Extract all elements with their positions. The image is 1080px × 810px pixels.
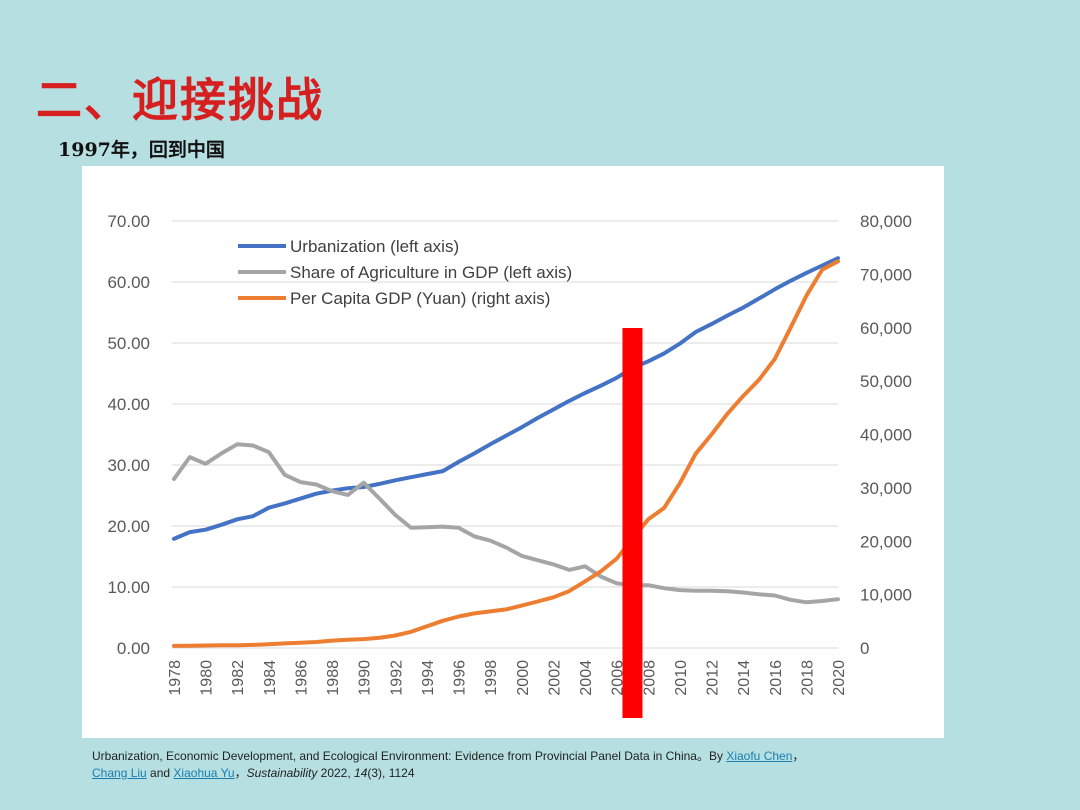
citation-issue-pages: (3), 1124	[367, 766, 415, 780]
x-axis-tick-label: 1998	[483, 660, 500, 696]
x-axis-tick-label: 1986	[293, 660, 310, 696]
x-axis-tick-label: 1984	[262, 660, 279, 696]
agriculture-share-line	[172, 442, 840, 605]
left-axis-tick-label: 50.00	[107, 334, 150, 353]
chart-panel: 0.00 10.00 20.00 30.00 40.00 50.00 60.00 70.00 0…	[82, 166, 944, 738]
citation-and: and	[146, 766, 174, 780]
x-axis-tick-label: 2000	[515, 660, 532, 696]
x-axis-tick-label: 1990	[357, 660, 374, 696]
right-axis-tick-label: 10,000	[860, 586, 912, 605]
x-axis-tick-label: 2016	[768, 660, 785, 696]
author-link-chang-liu[interactable]: Chang Liu	[92, 766, 147, 780]
citation-separator: ，	[792, 749, 805, 763]
urbanization-line	[172, 256, 840, 541]
right-axis-tick-label: 30,000	[860, 479, 912, 498]
right-axis-tick-label: 80,000	[860, 212, 912, 231]
x-axis-tick-label: 1992	[388, 660, 405, 696]
x-axis-tick-label: 1996	[452, 660, 469, 696]
left-axis-tick-label: 0.00	[117, 639, 150, 658]
x-axis-tick-label: 2002	[546, 660, 563, 696]
left-axis-tick-label: 10.00	[107, 578, 150, 597]
author-link-xiaofu-chen[interactable]: Xiaofu Chen	[726, 749, 793, 763]
x-axis-tick-label: 1978	[167, 660, 184, 696]
line-chart: 0.00 10.00 20.00 30.00 40.00 50.00 60.00 70.00 0…	[107, 212, 912, 718]
slide-title: 二、迎接挑战	[36, 73, 324, 127]
x-axis-tick-label: 2006	[610, 660, 627, 696]
left-axis-tick-label: 20.00	[107, 517, 150, 536]
citation-title: Urbanization, Economic Development, and …	[92, 749, 727, 763]
right-axis-tick-label: 60,000	[860, 319, 912, 338]
right-axis-tick-label: 40,000	[860, 426, 912, 445]
right-axis-tick-label: 70,000	[860, 265, 912, 284]
citation-year: 2022,	[317, 766, 355, 780]
x-axis-tick-label: 2004	[578, 660, 595, 696]
left-axis-tick-label: 60.00	[107, 273, 150, 292]
slide-subtitle: 1997年，回到中国	[58, 139, 225, 161]
right-axis-tick-label: 0	[860, 639, 869, 658]
x-axis-tick-label: 2018	[799, 660, 816, 696]
right-axis-tick-label: 50,000	[860, 372, 912, 391]
left-axis-tick-label: 40.00	[107, 395, 150, 414]
legend-agriculture-share-label: Share of Agriculture in GDP (left axis)	[290, 263, 572, 282]
per-capita-gdp-line	[172, 259, 840, 648]
x-axis-tick-label: 2014	[736, 660, 753, 696]
x-axis-tick-label: 2008	[641, 660, 658, 696]
legend-per-capita-gdp-label: Per Capita GDP (Yuan) (right axis)	[290, 289, 550, 308]
x-axis-tick-label: 2010	[673, 660, 690, 696]
x-axis-tick-label: 1988	[325, 660, 342, 696]
author-link-xiaohua-yu[interactable]: Xiaohua Yu	[173, 766, 235, 780]
citation-volume: 14	[354, 766, 368, 780]
right-axis-tick-label: 20,000	[860, 532, 912, 551]
x-axis-tick-label: 2012	[705, 660, 722, 696]
x-axis-tick-label: 1980	[199, 660, 216, 696]
x-axis-tick-label: 1982	[230, 660, 247, 696]
x-axis-tick-label: 2020	[831, 660, 848, 696]
left-axis-tick-label: 30.00	[107, 456, 150, 475]
citation: Urbanization, Economic Development, and …	[92, 748, 992, 782]
left-axis-tick-label: 70.00	[107, 212, 150, 231]
x-axis-tick-label: 1994	[420, 660, 437, 696]
journal-name: Sustainability	[246, 766, 318, 780]
legend-urbanization-label: Urbanization (left axis)	[290, 237, 459, 256]
citation-separator: ，	[234, 766, 247, 780]
year-marker-bar	[622, 328, 643, 718]
